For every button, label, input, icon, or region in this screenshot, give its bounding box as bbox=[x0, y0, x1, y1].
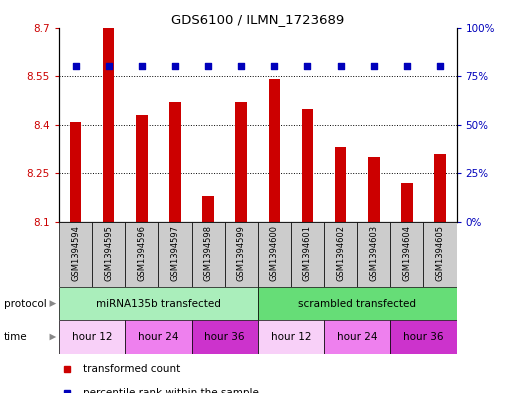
Bar bbox=[202, 196, 214, 222]
Point bbox=[71, 63, 80, 70]
Point bbox=[337, 63, 345, 70]
Text: GSM1394597: GSM1394597 bbox=[170, 225, 180, 281]
Bar bbox=[291, 222, 324, 287]
Title: GDS6100 / ILMN_1723689: GDS6100 / ILMN_1723689 bbox=[171, 13, 344, 26]
Text: hour 12: hour 12 bbox=[271, 332, 311, 342]
Bar bbox=[324, 222, 357, 287]
Bar bbox=[92, 222, 125, 287]
Point bbox=[370, 63, 378, 70]
Point bbox=[204, 63, 212, 70]
Text: scrambled transfected: scrambled transfected bbox=[298, 299, 416, 309]
Bar bbox=[59, 320, 125, 354]
Text: hour 12: hour 12 bbox=[72, 332, 112, 342]
Bar bbox=[390, 320, 457, 354]
Text: GSM1394596: GSM1394596 bbox=[137, 225, 146, 281]
Bar bbox=[125, 320, 191, 354]
Point bbox=[137, 63, 146, 70]
Text: GSM1394604: GSM1394604 bbox=[402, 225, 411, 281]
Text: GSM1394602: GSM1394602 bbox=[336, 225, 345, 281]
Text: percentile rank within the sample: percentile rank within the sample bbox=[83, 388, 259, 393]
Bar bbox=[159, 222, 191, 287]
Point bbox=[237, 63, 245, 70]
Bar bbox=[103, 28, 114, 222]
Text: transformed count: transformed count bbox=[83, 364, 180, 375]
Bar bbox=[225, 222, 258, 287]
Text: miRNA135b transfected: miRNA135b transfected bbox=[96, 299, 221, 309]
Bar bbox=[357, 222, 390, 287]
Point bbox=[436, 63, 444, 70]
Bar bbox=[302, 108, 313, 222]
Bar bbox=[268, 79, 280, 222]
Point bbox=[303, 63, 311, 70]
Point bbox=[171, 63, 179, 70]
Bar bbox=[368, 157, 380, 222]
Text: hour 24: hour 24 bbox=[337, 332, 378, 342]
Bar bbox=[335, 147, 346, 222]
Text: hour 24: hour 24 bbox=[138, 332, 179, 342]
Bar bbox=[324, 320, 390, 354]
Point bbox=[270, 63, 279, 70]
Text: GSM1394594: GSM1394594 bbox=[71, 225, 80, 281]
Text: GSM1394595: GSM1394595 bbox=[104, 225, 113, 281]
Point bbox=[105, 63, 113, 70]
Text: GSM1394605: GSM1394605 bbox=[436, 225, 444, 281]
Text: time: time bbox=[4, 332, 28, 342]
Bar bbox=[169, 102, 181, 222]
Bar bbox=[423, 222, 457, 287]
Bar bbox=[434, 154, 446, 222]
Point bbox=[403, 63, 411, 70]
Bar bbox=[59, 222, 92, 287]
Text: GSM1394601: GSM1394601 bbox=[303, 225, 312, 281]
Text: GSM1394600: GSM1394600 bbox=[270, 225, 279, 281]
Bar bbox=[258, 222, 291, 287]
Bar bbox=[191, 320, 258, 354]
Text: GSM1394603: GSM1394603 bbox=[369, 225, 378, 281]
Text: GSM1394598: GSM1394598 bbox=[204, 225, 212, 281]
Text: protocol: protocol bbox=[4, 299, 47, 309]
Bar bbox=[235, 102, 247, 222]
Bar bbox=[258, 320, 324, 354]
Text: hour 36: hour 36 bbox=[204, 332, 245, 342]
Text: hour 36: hour 36 bbox=[403, 332, 444, 342]
Bar bbox=[136, 115, 148, 222]
Bar bbox=[125, 222, 159, 287]
Text: GSM1394599: GSM1394599 bbox=[236, 225, 246, 281]
Bar bbox=[258, 287, 457, 320]
Bar bbox=[59, 287, 258, 320]
Bar bbox=[191, 222, 225, 287]
Bar bbox=[401, 183, 412, 222]
Bar bbox=[390, 222, 423, 287]
Bar bbox=[70, 121, 82, 222]
